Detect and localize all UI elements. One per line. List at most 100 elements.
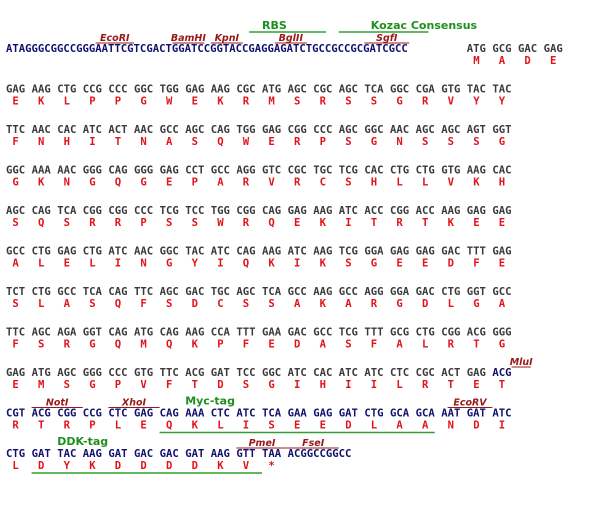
amino-acid: L [422,339,428,351]
amino-acid: P [89,420,95,432]
amino-acid: S [64,379,70,391]
codon: GAG [416,246,435,258]
codon: TTT [236,327,255,339]
codon: GAG [134,408,153,420]
amino-acid: T [499,379,505,391]
amino-acid: G [89,339,95,351]
enzyme-site-label: NotI [46,398,69,409]
amino-acid: M [473,55,479,67]
amino-acid: P [89,96,95,108]
amino-acid: D [448,258,454,270]
codon: GGC [134,84,153,96]
codon: ATG [467,43,486,55]
codon: AGA [57,327,77,339]
amino-acid: N [64,177,70,189]
codon: AGC [6,205,25,217]
codon: GAG [185,84,204,96]
amino-acid: M [268,96,274,108]
amino-acid: M [140,339,146,351]
codon: GTC [262,165,281,177]
codon: AAG [313,286,332,298]
codon: CAC [313,367,332,379]
amino-acid: N [38,136,44,148]
amino-acid: G [499,136,505,148]
codon: ATC [288,246,307,258]
amino-acid: E [499,217,505,229]
amino-acid: P [192,177,198,189]
amino-acid: T [38,420,44,432]
codon: TGG [236,124,255,136]
amino-acid: I [89,136,95,148]
amino-acid: V [448,96,455,108]
amino-acid: T [371,217,377,229]
amino-acid: R [422,379,429,391]
codon: TCA [262,286,282,298]
trailer-sequence: ACGGCCGGCC [288,448,352,460]
amino-acid: E [499,258,505,270]
amino-acid: N [396,136,402,148]
amino-acid: S [192,136,198,148]
codon: AGC [288,84,307,96]
codon: GGG [83,367,102,379]
amino-acid: N [140,136,146,148]
codon: ACC [364,205,383,217]
amino-acid: A [499,55,506,67]
amino-acid: G [371,258,377,270]
codon: ATG [262,84,281,96]
amino-acid: L [217,420,223,432]
codon: AAC [390,124,409,136]
amino-acid: D [473,420,479,432]
codon: CCC [108,84,127,96]
codon: GTT [236,448,255,460]
codon: GAT [185,448,204,460]
amino-acid: V [140,379,147,391]
codon: AAG [313,246,332,258]
codon: GAC [416,286,435,298]
amino-acid: I [371,379,377,391]
feature-label: Myc-tag [185,395,235,408]
amino-acid: L [448,298,454,310]
codon: TCG [160,205,179,217]
amino-acid: T [422,217,428,229]
codon: CTG [32,286,51,298]
codon: GTG [441,165,460,177]
amino-acid: E [166,177,172,189]
codon: GGC [160,246,179,258]
codon: GGT [467,286,486,298]
codon: GCC [339,286,358,298]
amino-acid: S [38,339,44,351]
amino-acid: S [89,298,95,310]
codon: CAG [108,327,127,339]
codon: AAC [57,165,76,177]
amino-acid: Q [243,258,249,270]
enzyme-site-label: MluI [510,357,533,368]
codon: CAG [262,205,281,217]
codon: GAG [467,205,486,217]
amino-acid: E [268,136,274,148]
codon: TCC [236,367,255,379]
amino-acid: K [38,177,45,189]
amino-acid: Q [38,217,44,229]
codon: ATG [134,327,153,339]
codon: CAG [160,408,179,420]
codon: TCG [339,165,358,177]
amino-acid: N [140,258,146,270]
codon: AAG [467,165,486,177]
codon: AGG [236,165,255,177]
codon: AAT [441,408,460,420]
codon: GAC [160,448,179,460]
codon: AAG [32,84,51,96]
codon: TGC [313,165,332,177]
codon: ATG [32,367,51,379]
amino-acid: A [345,298,352,310]
amino-acid: Q [115,177,121,189]
amino-acid: L [115,420,121,432]
amino-acid: A [422,420,429,432]
amino-acid: K [192,420,199,432]
amino-acid: L [64,96,70,108]
codon: GAT [467,408,486,420]
codon: ATC [339,367,358,379]
amino-acid: R [243,96,250,108]
amino-acid: S [243,379,249,391]
amino-acid: L [38,298,44,310]
